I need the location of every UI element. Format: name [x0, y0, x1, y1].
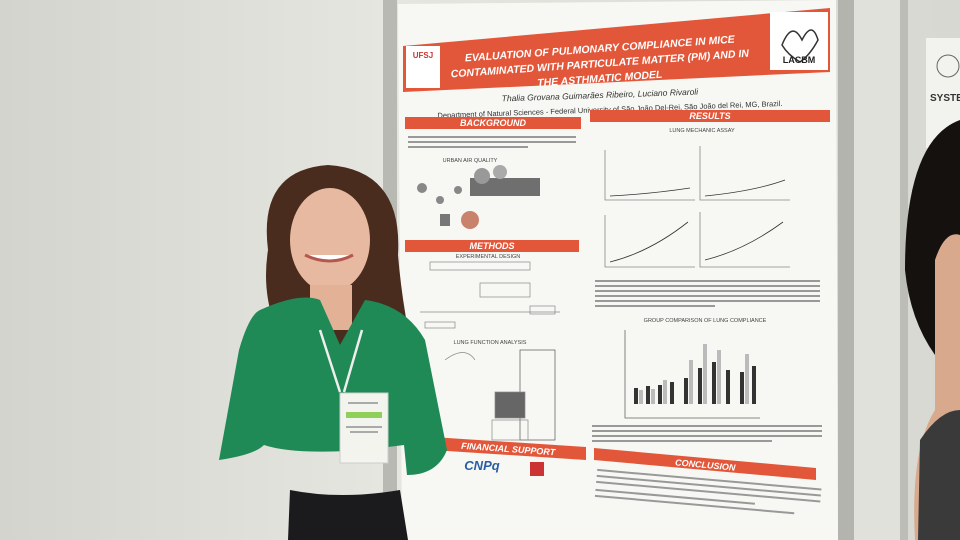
section-bar [590, 110, 830, 122]
result-plots [604, 146, 790, 268]
neighbour-logo [936, 54, 960, 78]
poster: UFSJ LACBM EVALUATION OF PULMONARY COMPL… [398, 0, 838, 540]
subheading: LUNG FUNCTION ANALYSIS [454, 340, 527, 346]
badge-text [346, 402, 382, 433]
method-diagram [420, 261, 560, 441]
text-block [594, 468, 822, 515]
header-band [403, 8, 830, 92]
section-title: RESULTS [689, 111, 730, 121]
blouse [219, 297, 447, 475]
board-frame-right [838, 0, 854, 540]
person [219, 165, 447, 540]
section-bar [432, 437, 586, 460]
face [290, 188, 370, 292]
subheading: LUNG MECHANIC ASSAY [669, 128, 735, 134]
subheading: GROUP COMPARISON OF LUNG COMPLIANCE [644, 318, 767, 324]
subheading: URBAN AIR QUALITY [443, 158, 498, 164]
bar-illustration [624, 330, 760, 419]
logo-left: UFSJ [413, 51, 433, 60]
illustration [417, 165, 540, 229]
sponsor-logo-2 [530, 462, 544, 476]
text-block [595, 280, 820, 307]
subheading: EXPERIMENTAL DESIGN [456, 254, 521, 260]
board-gap [854, 0, 904, 540]
logo-heart [781, 29, 819, 63]
other-person-clothes [918, 410, 960, 540]
skirt [288, 490, 408, 540]
section-title: BACKGROUND [460, 118, 526, 128]
smile [304, 253, 354, 263]
text-block [592, 425, 822, 442]
logo-right-box [770, 12, 828, 70]
section-title: METHODS [470, 241, 515, 251]
badge-stripe [346, 412, 382, 418]
text-block [408, 136, 576, 148]
section-bar [405, 240, 579, 252]
board-frame-far [900, 0, 908, 540]
logo-right: LACBM [783, 55, 816, 65]
section-bar [405, 117, 581, 129]
section-bar [594, 448, 816, 480]
lanyard [318, 329, 364, 393]
logo-left-box [406, 46, 440, 88]
sponsor-logo: CNPq [464, 458, 499, 473]
neighbour-text: SYSTE [930, 93, 960, 104]
